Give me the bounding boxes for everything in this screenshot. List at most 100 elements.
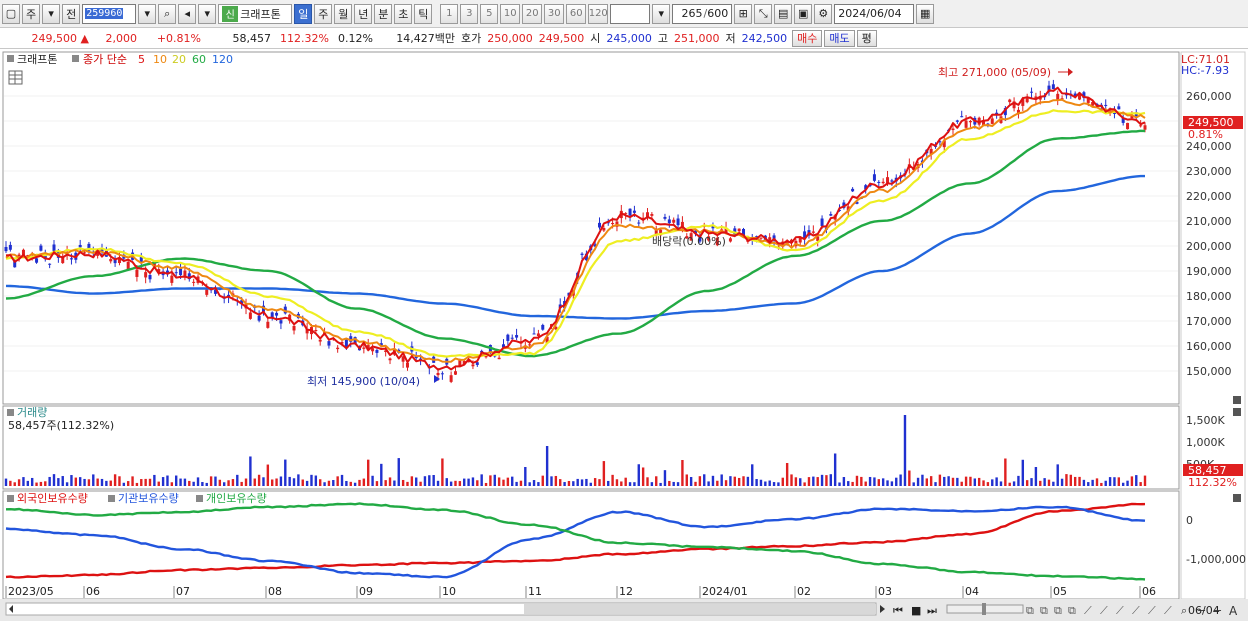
- interval-dropdown-icon[interactable]: ▾: [652, 3, 671, 24]
- tool-icon-1[interactable]: ⧉: [1026, 604, 1034, 617]
- calendar-icon[interactable]: ▦: [916, 3, 935, 24]
- volume-bar: [842, 477, 846, 486]
- volume-pane[interactable]: [2, 405, 1180, 490]
- volume-bar: [847, 481, 850, 486]
- period-month[interactable]: 월: [334, 3, 353, 24]
- line-tool-icon-3[interactable]: ⟋: [1116, 604, 1124, 617]
- save-icon[interactable]: ▣: [794, 3, 813, 24]
- code-dropdown-icon[interactable]: ▾: [138, 3, 157, 24]
- candle-body: [872, 174, 876, 181]
- dropdown-arrow-icon[interactable]: ▾: [42, 3, 61, 24]
- volume-bar: [912, 482, 915, 486]
- interval-30[interactable]: 30: [544, 3, 565, 24]
- eval-button[interactable]: 평: [856, 29, 877, 47]
- volume-bar: [1030, 478, 1033, 486]
- volume-bar: [794, 477, 798, 486]
- line-tool-icon-2[interactable]: ⟋: [1100, 604, 1108, 617]
- stop-icon[interactable]: ■: [911, 604, 921, 617]
- volume-bar: [951, 477, 955, 486]
- bar-count-input[interactable]: 265/600: [672, 3, 733, 24]
- speaker-icon[interactable]: ◂: [178, 3, 197, 24]
- line-tool-icon-1[interactable]: ⟋: [1084, 604, 1092, 617]
- interval-120[interactable]: 120: [588, 3, 609, 24]
- volume-bars: [4, 415, 1147, 486]
- volume-bar: [580, 479, 584, 486]
- volume-bar: [22, 477, 25, 486]
- scroll-right-icon[interactable]: [880, 605, 885, 613]
- interval-5[interactable]: 5: [480, 3, 499, 24]
- tool-icon-4[interactable]: ⧉: [1068, 604, 1076, 617]
- tool-icon-3[interactable]: ⧉: [1054, 604, 1062, 617]
- line-tool-icon-4[interactable]: ⟋: [1132, 604, 1140, 617]
- stock-code-input[interactable]: 259960: [82, 3, 137, 24]
- volume-bar: [855, 475, 859, 486]
- volume-bar: [218, 479, 222, 486]
- first-page-icon[interactable]: ⏮: [893, 604, 903, 617]
- zoom-out-icon[interactable]: −: [1197, 604, 1206, 617]
- interval-60[interactable]: 60: [566, 3, 587, 24]
- prev-button[interactable]: 전: [62, 3, 81, 24]
- stock-name-field[interactable]: 신 크래프톤: [218, 3, 293, 24]
- period-day[interactable]: 일: [294, 3, 313, 24]
- draw-tool-icon[interactable]: ⤡: [754, 3, 773, 24]
- volume-bar: [890, 481, 894, 486]
- legend-ma5: 5: [138, 53, 145, 66]
- price-tick: 170,000: [1186, 315, 1232, 328]
- scroll-thumb[interactable]: [524, 604, 876, 614]
- volume-bar: [35, 482, 38, 486]
- volume-bar: [537, 482, 540, 486]
- interval-20[interactable]: 20: [522, 3, 543, 24]
- low-arrow-icon: [434, 375, 440, 383]
- current-price: 249,500 ▲: [0, 32, 92, 45]
- zoom-icon[interactable]: ⌕: [1181, 604, 1187, 617]
- candle-body: [654, 228, 658, 236]
- interval-10[interactable]: 10: [500, 3, 521, 24]
- period-week[interactable]: 주: [314, 3, 333, 24]
- chart-type-select[interactable]: 주: [22, 3, 41, 24]
- search-icon[interactable]: ⌕: [158, 3, 177, 24]
- volume-bar: [174, 475, 178, 486]
- candle-body: [39, 245, 43, 251]
- ma-line-120: [5, 174, 1145, 320]
- window-menu-icon[interactable]: ▢: [2, 3, 20, 24]
- zoom-in-icon[interactable]: −: [1213, 604, 1222, 617]
- interval-input[interactable]: [610, 3, 651, 24]
- volume-tick: 1,000K: [1186, 436, 1225, 449]
- candle-body: [667, 219, 671, 224]
- scroll-left-icon[interactable]: [9, 605, 13, 613]
- price-close-icon[interactable]: [1233, 396, 1241, 404]
- period-second[interactable]: 초: [394, 3, 413, 24]
- period-year[interactable]: 년: [354, 3, 373, 24]
- holdings-close-icon[interactable]: [1233, 494, 1241, 502]
- volume-bar: [694, 481, 697, 486]
- volume-bar: [502, 479, 505, 486]
- sell-button[interactable]: 매도: [824, 29, 855, 47]
- chart-svg[interactable]: 260,000250,000240,000230,000220,000210,0…: [0, 49, 1248, 621]
- gear-icon[interactable]: ⚙: [814, 3, 833, 24]
- volume-bar: [1104, 480, 1107, 486]
- buy-button[interactable]: 매수: [792, 29, 823, 47]
- high-label: 고: [657, 32, 668, 45]
- last-page-icon[interactable]: ⏭: [927, 604, 937, 617]
- candle-body: [742, 228, 746, 237]
- line-tool-icon-6[interactable]: ⟋: [1164, 604, 1172, 617]
- volume-bar: [589, 482, 592, 486]
- line-tool-icon-5[interactable]: ⟋: [1148, 604, 1156, 617]
- tool-icon-2[interactable]: ⧉: [1040, 604, 1048, 617]
- date-input[interactable]: 2024/06/04: [834, 3, 915, 24]
- text-tool-icon[interactable]: A: [1229, 604, 1238, 618]
- interval-3[interactable]: 3: [460, 3, 479, 24]
- price-pane[interactable]: [2, 51, 1180, 405]
- print-icon[interactable]: ▤: [774, 3, 793, 24]
- indicator-icon[interactable]: ⊞: [734, 3, 753, 24]
- candle-body: [283, 306, 287, 314]
- holdings-pane[interactable]: [2, 490, 1180, 600]
- period-minute[interactable]: 분: [374, 3, 393, 24]
- chart-area[interactable]: 260,000250,000240,000230,000220,000210,0…: [0, 49, 1248, 621]
- volume-close-icon[interactable]: [1233, 408, 1241, 416]
- period-tick[interactable]: 틱: [414, 3, 433, 24]
- speaker-dropdown-icon[interactable]: ▾: [198, 3, 217, 24]
- volume-bar: [109, 480, 112, 486]
- zoom-slider-handle[interactable]: [982, 603, 986, 615]
- interval-1[interactable]: 1: [440, 3, 459, 24]
